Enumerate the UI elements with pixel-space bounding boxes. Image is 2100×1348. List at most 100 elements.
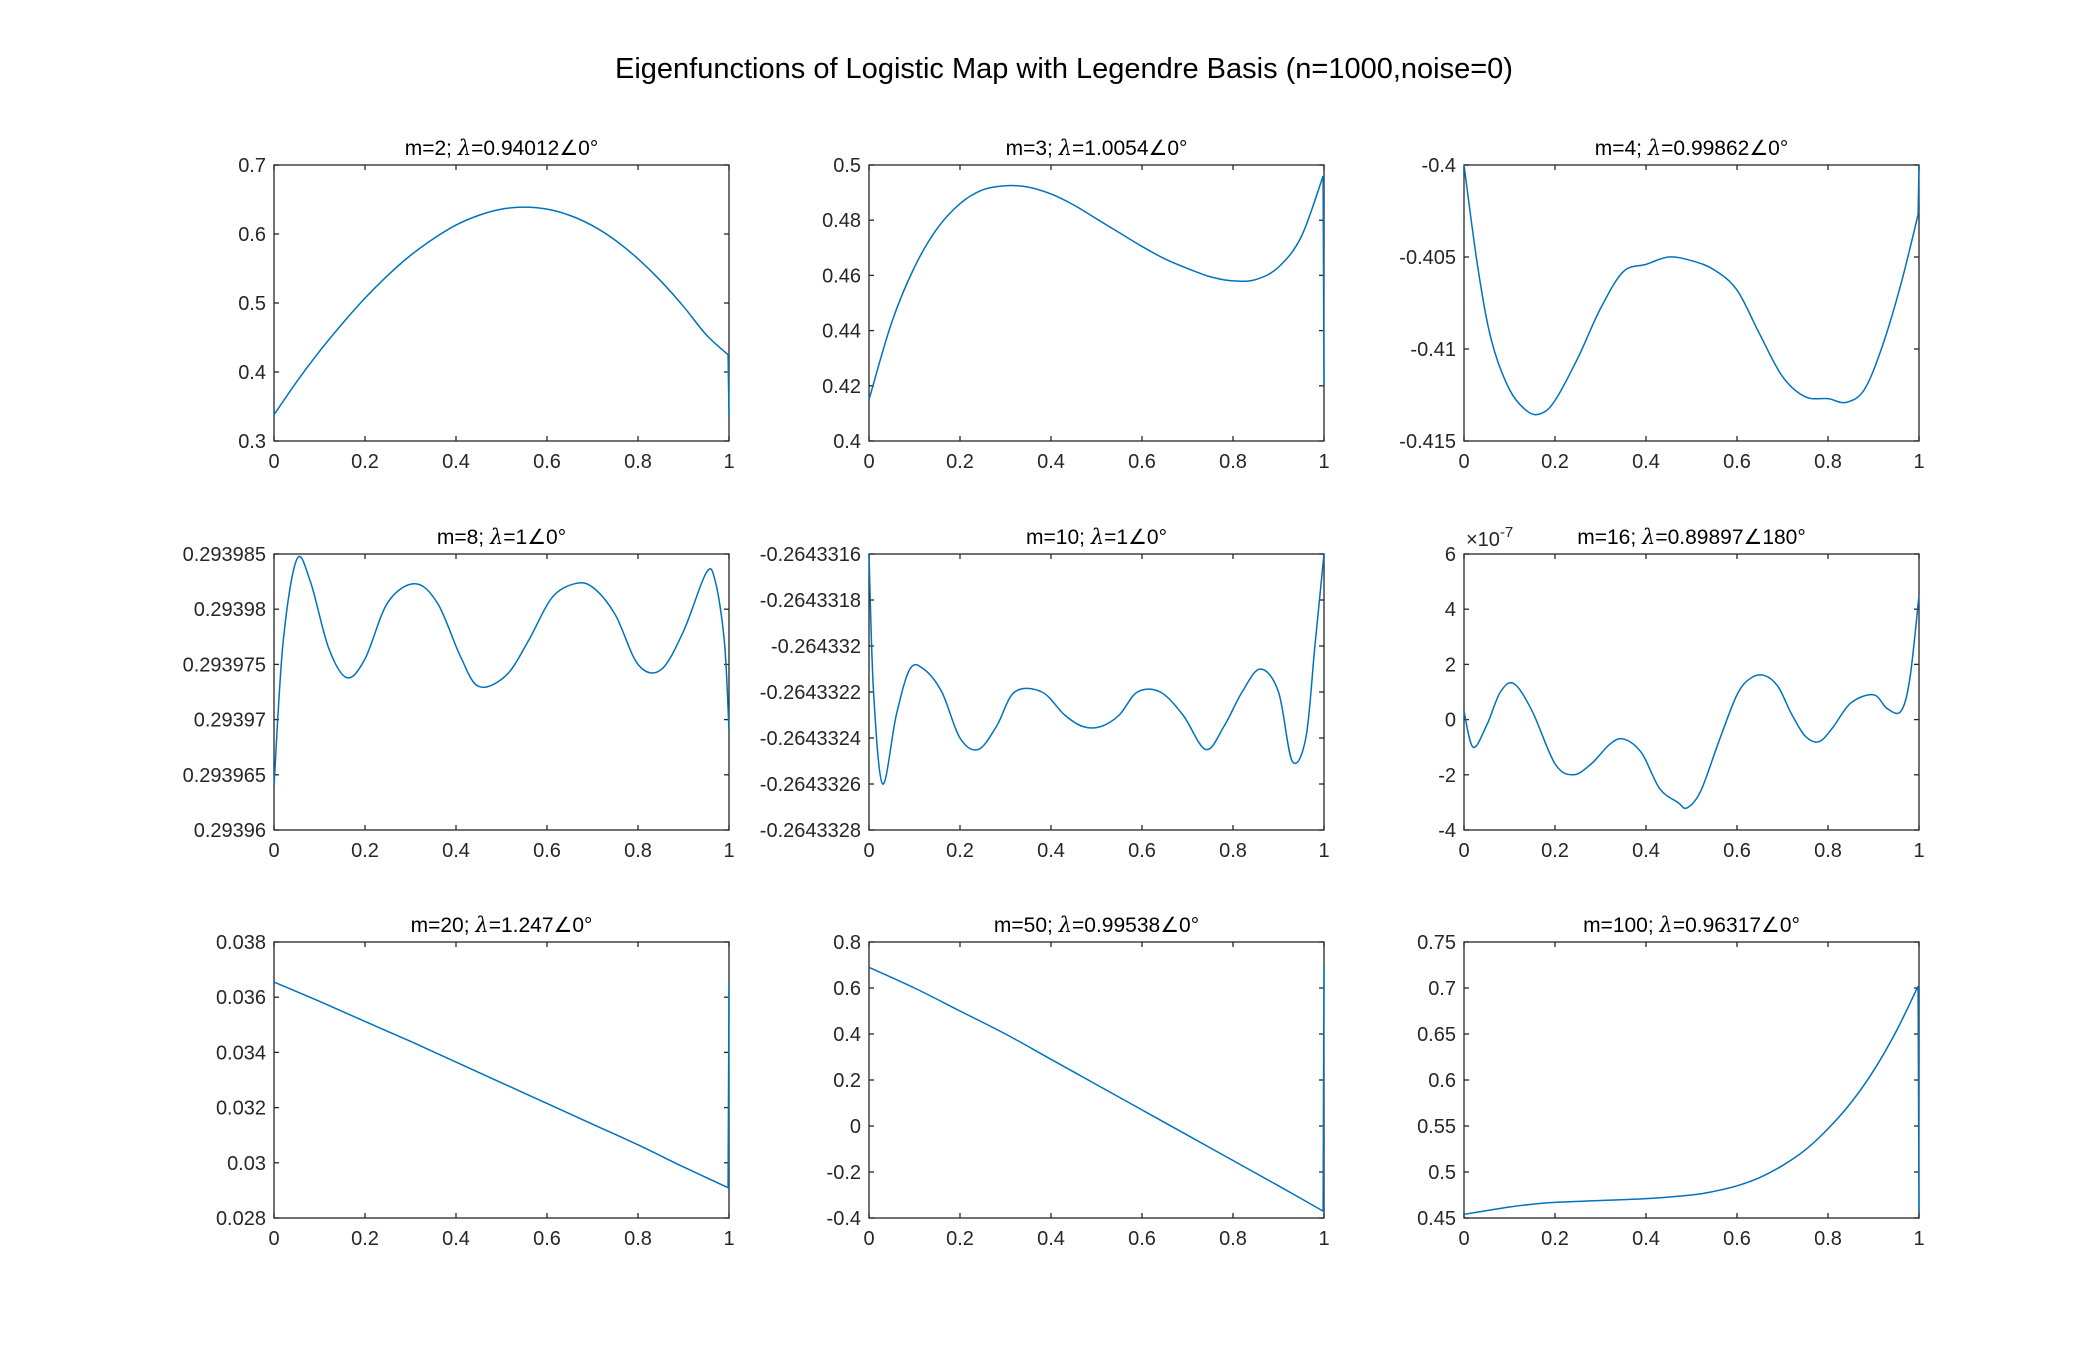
x-tick-label: 0.4 (1632, 840, 1660, 862)
subplot-title-prefix: m=3; (1006, 137, 1059, 160)
subplot-title: m=2; λ=0.94012∠0° (405, 136, 599, 160)
x-tick-label: 1 (723, 451, 734, 473)
series-line (273, 555, 730, 786)
subplot-title: m=3; λ=1.0054∠0° (1006, 136, 1188, 160)
y-tick-label: 0.75 (1417, 932, 1456, 954)
lambda-symbol: λ (1659, 913, 1673, 937)
y-tick-label: 0.6 (833, 978, 861, 1000)
x-tick-label: 1 (1318, 451, 1329, 473)
subplot-title: m=20; λ=1.247∠0° (411, 913, 593, 937)
y-tick-label: -0.2643324 (760, 728, 861, 750)
x-tick-label: 0.4 (442, 451, 470, 473)
y-tick-label: 0.5 (1428, 1162, 1456, 1184)
subplot-7: 0 0.2 0.4 0.6 0.8 1 0.028 0.03 0.032 0.034 0.036 0.… (216, 913, 735, 1250)
x-tick-label: 0.6 (1723, 840, 1751, 862)
x-tick-label: 0.8 (624, 451, 652, 473)
x-tick-label: 0.6 (533, 1228, 561, 1250)
x-tick-label: 0.2 (351, 451, 379, 473)
x-tick-label: 0.8 (1814, 451, 1842, 473)
y-tick-label: 0.48 (822, 210, 861, 232)
y-tick-label: -0.2643328 (760, 820, 861, 842)
subplot-title-prefix: m=100; (1583, 914, 1659, 937)
subplot-2: 0 0.2 0.4 0.6 0.8 1 0.4 0.42 0.44 0.46 0.48 0.5 m=3;… (822, 136, 1330, 473)
x-tick-label: 0.2 (351, 840, 379, 862)
axes-box (273, 941, 730, 1219)
y-tick-label: -0.405 (1399, 247, 1456, 269)
x-tick-label: 0 (863, 451, 874, 473)
y-tick-label: 0.293965 (183, 765, 266, 787)
y-tick-label: -0.2643326 (760, 774, 861, 796)
y-tick-label: 0.032 (216, 1098, 266, 1120)
y-tick-label: 0.29397 (194, 710, 266, 732)
y-tick-label: -0.264332 (771, 636, 861, 658)
y-tick-label: 0.42 (822, 376, 861, 398)
x-tick-label: 0.2 (946, 451, 974, 473)
axes-box (868, 164, 1325, 442)
exponent-base: ×10 (1466, 529, 1500, 551)
lambda-symbol: λ (1058, 136, 1072, 160)
subplot-title-prefix: m=4; (1595, 137, 1648, 160)
x-tick-label: 0.8 (624, 840, 652, 862)
subplot-3: 0 0.2 0.4 0.6 0.8 1 -0.415 -0.41 -0.405 -0.4 m=4; … (1399, 136, 1924, 473)
x-tick-label: 0.2 (1541, 1228, 1569, 1250)
x-tick-label: 0.2 (1541, 451, 1569, 473)
y-tick-label: 0.5 (833, 155, 861, 177)
x-tick-label: 0.2 (946, 840, 974, 862)
subplot-title-prefix: m=20; (411, 914, 476, 937)
y-tick-label: 0.29398 (194, 599, 266, 621)
y-tick-label: -2 (1438, 765, 1456, 787)
y-tick-label: -4 (1438, 820, 1456, 842)
subplot-title-value: =0.99862∠0° (1661, 137, 1788, 160)
subplot-title-value: =1.247∠0° (489, 914, 593, 937)
subplot-title-value: =0.96317∠0° (1673, 914, 1800, 937)
x-tick-label: 0 (863, 840, 874, 862)
subplot-title-prefix: m=2; (405, 137, 458, 160)
x-tick-label: 0.4 (1037, 840, 1065, 862)
y-tick-label: -0.415 (1399, 431, 1456, 453)
x-tick-label: 0.4 (1632, 451, 1660, 473)
subplot-9: 0 0.2 0.4 0.6 0.8 1 0.45 0.5 0.55 0.6 0.65 0.7 0.75 m… (1417, 913, 1925, 1250)
axes-box (273, 553, 730, 831)
y-tick-label: 2 (1445, 654, 1456, 676)
subplot-title: m=100; λ=0.96317∠0° (1583, 913, 1800, 937)
x-tick-label: 0.8 (1814, 840, 1842, 862)
y-tick-label: 0.293975 (183, 654, 266, 676)
y-tick-label: 0.29396 (194, 820, 266, 842)
y-tick-label: 0.4 (238, 362, 266, 384)
subplot-grid: 0 0.2 0.4 0.6 0.8 10.30.40.50.60.7m=2; λ=0.94… (183, 136, 1925, 1250)
subplot-title-value: =1.0054∠0° (1072, 137, 1187, 160)
figure-title: Eigenfunctions of Logistic Map with Lege… (615, 53, 1513, 85)
y-tick-label: -0.2643322 (760, 682, 861, 704)
y-tick-label: 0.45 (1417, 1208, 1456, 1230)
x-tick-label: 0.4 (1037, 1228, 1065, 1250)
lambda-symbol: λ (474, 913, 488, 937)
x-tick-label: 0.6 (533, 451, 561, 473)
x-tick-label: 0.6 (1128, 451, 1156, 473)
series-line (868, 964, 1325, 1213)
y-tick-label: 0.44 (822, 321, 861, 343)
subplot-title-prefix: m=8; (437, 526, 490, 549)
x-tick-label: 0.4 (442, 1228, 470, 1250)
x-tick-label: 0.2 (351, 1228, 379, 1250)
x-tick-label: 1 (723, 840, 734, 862)
x-tick-label: 0.6 (533, 840, 561, 862)
y-tick-label: 0.6 (238, 224, 266, 246)
y-tick-label: 0.46 (822, 265, 861, 287)
lambda-symbol: λ (1058, 913, 1072, 937)
y-tick-label: 0.55 (1417, 1116, 1456, 1138)
x-tick-label: 0 (268, 451, 279, 473)
x-tick-label: 0.8 (1814, 1228, 1842, 1250)
y-tick-label: 0.4 (833, 1024, 861, 1046)
subplot-6: 0 0.2 0.4 0.6 0.8 1 -4 -2 0 2 4 6 ×10-7 m=16; λ=0.898… (1438, 524, 1924, 862)
x-tick-label: 0 (268, 1228, 279, 1250)
y-tick-label: 0.6 (1428, 1070, 1456, 1092)
lambda-symbol: λ (457, 136, 471, 160)
subplot-1: 0 0.2 0.4 0.6 0.8 1 0.3 0.4 0.5 0.6 0.7 m=2; λ=0.94… (238, 136, 734, 473)
x-tick-label: 0.8 (624, 1228, 652, 1250)
subplot-title-value: =0.94012∠0° (471, 137, 598, 160)
y-tick-label: -0.2643318 (760, 590, 861, 612)
series-line (868, 553, 1325, 785)
x-tick-label: 1 (1913, 840, 1924, 862)
axes-box (1463, 164, 1920, 442)
